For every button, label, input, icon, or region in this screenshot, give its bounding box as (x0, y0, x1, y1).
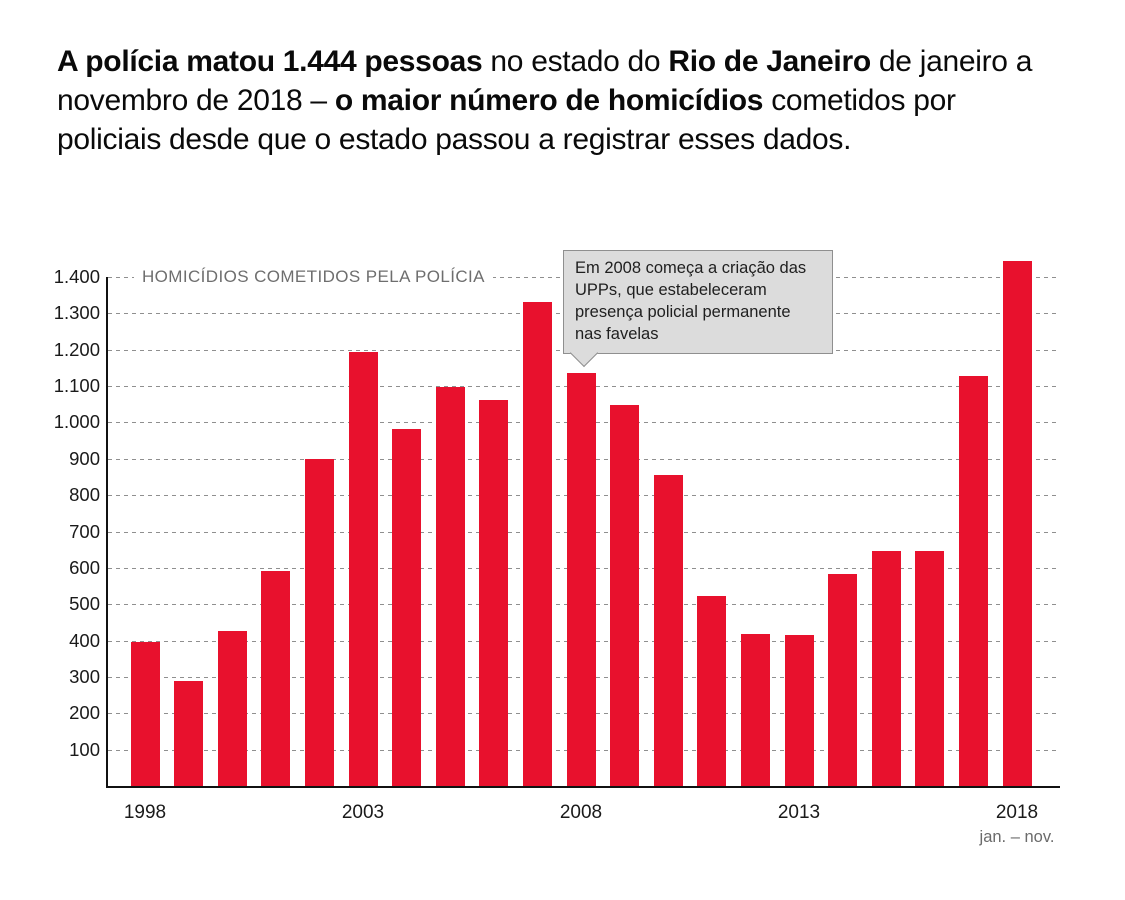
headline-segment: de janeiro a novembro de 2018 – (57, 45, 1033, 117)
bar-2000 (217, 630, 247, 786)
bar-2008 (566, 372, 596, 786)
x-tick-label-2008: 2008 (559, 802, 603, 823)
bar-2005 (435, 386, 465, 786)
bar-2006 (479, 399, 509, 786)
bar-1998 (130, 641, 160, 786)
bar-2004 (392, 428, 422, 786)
x-tick-label-2003: 2003 (341, 802, 385, 823)
y-tick-label: 100 (69, 738, 100, 760)
headline-segment-bold: A polícia matou 1.444 pessoas (57, 45, 483, 78)
y-tick-label: 600 (69, 556, 100, 578)
y-tick-label: 1.300 (53, 302, 100, 324)
y-axis-line (106, 277, 108, 788)
y-tick-label: 300 (69, 665, 100, 687)
bar-2016 (915, 551, 945, 786)
bar-2017 (958, 376, 988, 786)
bar-2003 (348, 351, 378, 786)
x-tick-label-1998: 1998 (123, 802, 167, 823)
y-tick-label: 1.100 (53, 375, 100, 397)
bar-2014 (828, 573, 858, 786)
y-tick-label: 700 (69, 520, 100, 542)
y-tick-label: 1.000 (53, 411, 100, 433)
y-tick-label: 200 (69, 702, 100, 724)
y-tick-label: 900 (69, 447, 100, 469)
bar-2007 (522, 302, 552, 786)
annotation-text: Em 2008 começa a criação das UPPs, que e… (575, 259, 807, 343)
x-axis-line (106, 786, 1060, 788)
y-tick-label: 1.200 (53, 338, 100, 360)
bar-2011 (697, 595, 727, 786)
y-tick-label: 1.400 (53, 266, 100, 287)
x-tick-label-2018: 2018 (995, 802, 1039, 823)
bar-2012 (740, 633, 770, 786)
bar-2009 (610, 404, 640, 786)
y-tick-label: 500 (69, 593, 100, 615)
y-tick-label: 800 (69, 484, 100, 506)
bar-2015 (871, 551, 901, 786)
x-tick-label-2013: 2013 (777, 802, 821, 823)
x-tick-sublabel: jan. – nov. (979, 828, 1055, 846)
headline-segment-bold: Rio de Janeiro (668, 45, 871, 78)
bar-2002 (304, 458, 334, 786)
chart-title: HOMICÍDIOS COMETIDOS PELA POLÍCIA (134, 266, 493, 288)
bar-2013 (784, 634, 814, 786)
bar-2018 (1002, 261, 1032, 786)
headline-segment: cometidos por policiais desde que o esta… (57, 84, 956, 156)
bar-2010 (653, 475, 683, 786)
bar-1999 (174, 680, 204, 786)
headline-segment: no estado do (482, 45, 669, 78)
annotation-callout: Em 2008 começa a criação das UPPs, que e… (563, 250, 833, 368)
headline: A polícia matou 1.444 pessoas no estado … (57, 42, 1062, 159)
bar-2001 (261, 570, 291, 786)
headline-segment-bold: o maior número de homicídios (334, 84, 764, 117)
y-tick-label: 400 (69, 629, 100, 651)
